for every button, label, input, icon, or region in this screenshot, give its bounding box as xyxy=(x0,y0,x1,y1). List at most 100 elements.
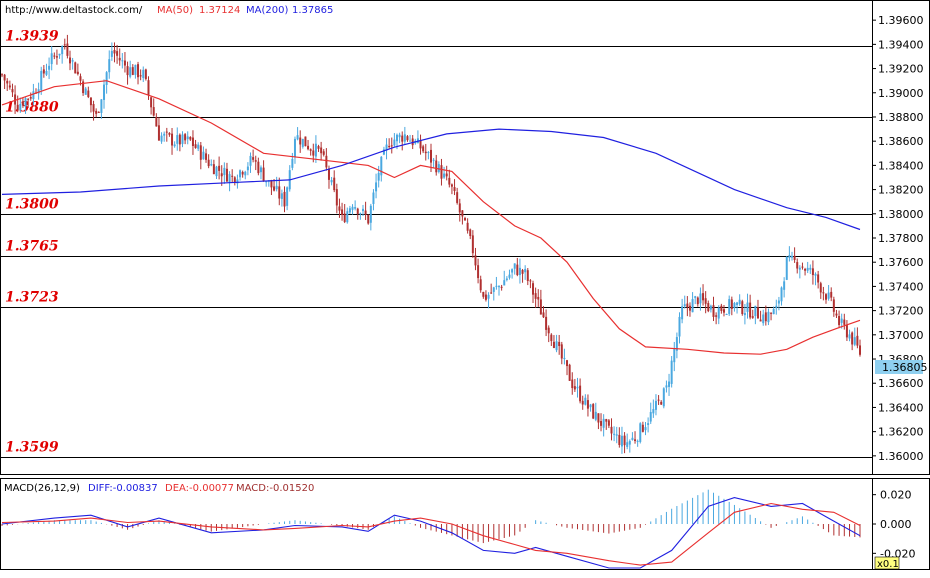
candle-body xyxy=(3,74,6,81)
candle-body xyxy=(767,311,770,323)
price-axis-label: 1.39200 xyxy=(878,63,924,76)
candle-body xyxy=(717,307,720,319)
candle-body xyxy=(498,286,501,288)
candle-body xyxy=(484,294,487,300)
candle-body xyxy=(631,437,634,440)
candle-body xyxy=(126,66,129,76)
candle-body xyxy=(21,101,24,106)
candle-body xyxy=(445,173,448,177)
candle-body xyxy=(639,423,642,442)
candle-body xyxy=(730,299,733,310)
candle-body xyxy=(699,293,702,304)
candle-body xyxy=(69,57,72,64)
level-label: 1.3800 xyxy=(5,197,59,213)
candle-body xyxy=(320,147,323,154)
candle-body xyxy=(390,145,393,147)
candle-body xyxy=(236,179,239,184)
candle-body xyxy=(508,274,511,278)
candle-body xyxy=(576,386,579,389)
candle-body xyxy=(814,273,817,276)
candle-body xyxy=(788,255,791,258)
candle-body xyxy=(105,72,108,85)
candle-body xyxy=(173,144,176,147)
candle-body xyxy=(626,442,629,447)
candle-body xyxy=(660,401,663,405)
level-label: 1.3723 xyxy=(5,290,59,306)
candle-body xyxy=(322,151,325,155)
candle-body xyxy=(223,167,226,176)
candle-body xyxy=(573,386,576,390)
price-axis-label: 1.37000 xyxy=(878,329,924,342)
candle-body xyxy=(291,158,294,168)
candle-body xyxy=(152,107,155,116)
candle-body xyxy=(84,88,87,95)
candle-body xyxy=(341,209,344,215)
candle-body xyxy=(775,305,778,309)
candle-body xyxy=(110,51,113,57)
candle-body xyxy=(809,267,812,270)
candle-body xyxy=(348,208,351,213)
candle-body xyxy=(165,131,168,133)
candle-body xyxy=(652,409,655,414)
candle-body xyxy=(756,307,759,319)
candle-body xyxy=(474,255,477,266)
candle-body xyxy=(178,134,181,145)
candle-body xyxy=(670,360,673,384)
price-axis-label: 1.38200 xyxy=(878,184,924,197)
candle-body xyxy=(618,434,621,445)
candle-body xyxy=(346,211,349,223)
candle-body xyxy=(589,404,592,408)
candle-body xyxy=(142,69,145,78)
candle-body xyxy=(675,337,678,351)
price-axis-label: 1.37400 xyxy=(878,280,924,293)
candle-body xyxy=(511,269,514,273)
candle-body xyxy=(688,305,691,311)
level-label: 1.3939 xyxy=(5,29,59,45)
candle-body xyxy=(254,160,257,162)
candle-body xyxy=(327,168,330,180)
candle-body xyxy=(600,421,603,426)
candle-body xyxy=(851,332,854,345)
candle-body xyxy=(594,411,597,420)
candle-body xyxy=(8,85,11,88)
candle-body xyxy=(571,379,574,389)
ma200-value: 1.37865 xyxy=(292,5,333,16)
candle-body xyxy=(673,348,676,363)
candle-body xyxy=(566,360,569,367)
candle-body xyxy=(806,267,809,271)
candle-body xyxy=(45,70,48,75)
price-axis-label: 1.38000 xyxy=(878,208,924,221)
candle-body xyxy=(547,327,550,334)
candle-body xyxy=(464,218,467,221)
price-axis-label: 1.38600 xyxy=(878,135,924,148)
candle-body xyxy=(307,145,310,150)
candle-body xyxy=(16,104,19,111)
candle-body xyxy=(265,180,268,183)
candle-body xyxy=(840,318,843,323)
candle-body xyxy=(432,159,435,161)
candle-body xyxy=(249,155,252,166)
candle-body xyxy=(184,134,187,141)
candle-body xyxy=(605,419,608,422)
candle-body xyxy=(458,203,461,213)
candle-body xyxy=(155,116,158,127)
candle-body xyxy=(42,69,45,74)
candle-body xyxy=(419,140,422,149)
candle-body xyxy=(634,439,637,441)
candle-body xyxy=(27,98,30,100)
site-url[interactable]: http://www.deltastock.com/ xyxy=(5,5,143,16)
candle-body xyxy=(199,145,202,160)
candle-body xyxy=(793,255,796,260)
candle-body xyxy=(244,171,247,176)
candle-body xyxy=(722,309,725,313)
candle-body xyxy=(181,134,184,144)
candle-body xyxy=(257,161,260,174)
candle-body xyxy=(681,306,684,320)
candle-body xyxy=(495,285,498,287)
scale-badge[interactable] xyxy=(874,556,900,570)
candle-body xyxy=(218,165,221,171)
candle-body xyxy=(314,143,317,157)
candle-body xyxy=(649,412,652,422)
candle-body xyxy=(157,125,160,141)
candle-body xyxy=(270,180,273,188)
